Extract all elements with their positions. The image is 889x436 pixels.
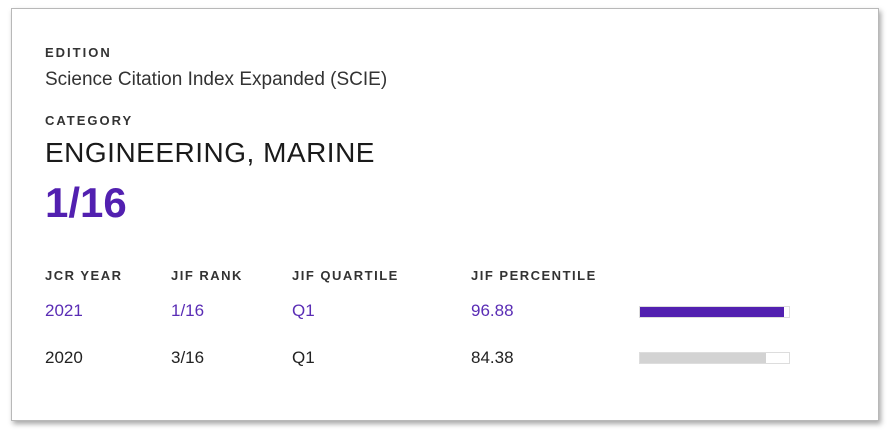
percentile-bar (639, 306, 790, 318)
percentile-bar (639, 352, 790, 364)
category-rank: 1/16 (45, 179, 127, 226)
percentile-bar-fill (640, 353, 766, 363)
category-label: CATEGORY (45, 113, 134, 128)
category-card: EDITION Science Citation Index Expanded … (11, 8, 879, 421)
year-cell: 2020 (45, 348, 83, 367)
header-jif-rank: JIF RANK (171, 268, 243, 283)
percentile-cell: 96.88 (471, 301, 514, 320)
edition-label: EDITION (45, 45, 112, 60)
header-jif-percentile: JIF PERCENTILE (471, 268, 597, 283)
percentile-cell: 84.38 (471, 348, 514, 367)
percentile-bar-fill (640, 307, 785, 317)
quartile-cell: Q1 (292, 348, 315, 367)
year-cell[interactable]: 2021 (45, 301, 83, 320)
edition-value: Science Citation Index Expanded (SCIE) (45, 69, 388, 90)
category-name: ENGINEERING, MARINE (45, 137, 375, 168)
rank-cell: 1/16 (171, 301, 205, 320)
rank-cell: 3/16 (171, 348, 205, 367)
header-jif-quartile: JIF QUARTILE (292, 268, 399, 283)
header-jcr-year: JCR YEAR (45, 268, 123, 283)
quartile-cell: Q1 (292, 301, 315, 320)
